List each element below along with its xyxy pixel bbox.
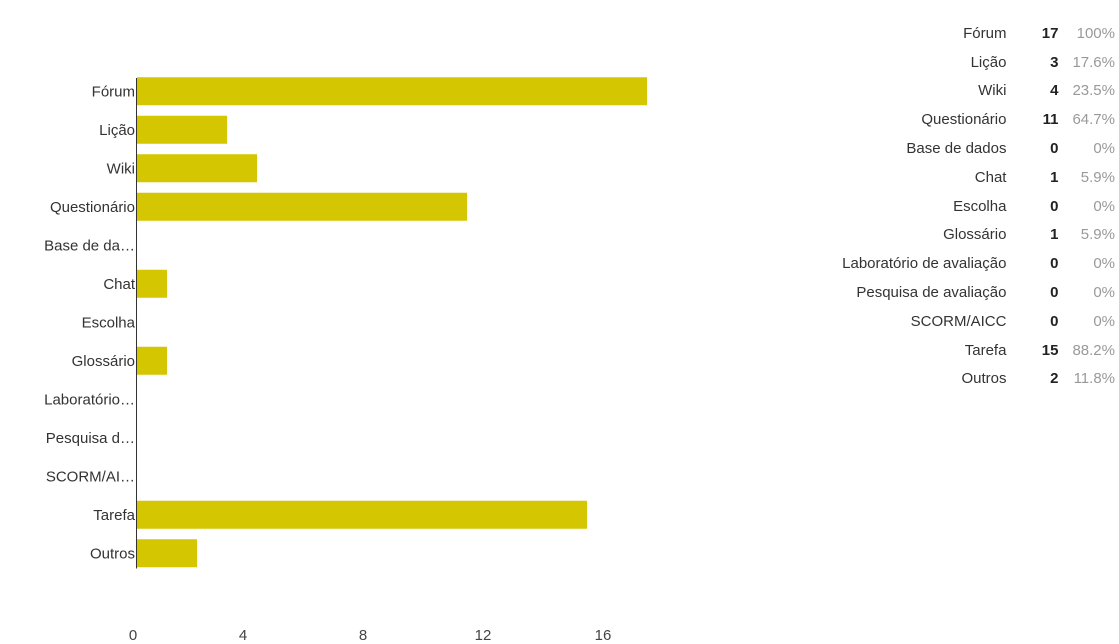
row-count: 11 [1042, 111, 1059, 129]
row-label: Outros [961, 370, 1007, 388]
table-row: Wiki 4 23.5% [842, 77, 1119, 106]
row-label: SCORM/AICC [910, 312, 1007, 330]
category-label: Glossário [72, 353, 135, 370]
row-count: 17 [1041, 24, 1059, 42]
bar [137, 154, 257, 183]
row-count: 2 [1050, 370, 1059, 388]
row-count: 1 [1050, 226, 1059, 244]
row-percent: 0% [1093, 312, 1115, 330]
row-count: 1 [1050, 168, 1059, 186]
row-percent: 5.9% [1080, 168, 1115, 186]
row-count: 0 [1050, 255, 1059, 273]
table-row: Base de dados 0 0% [842, 134, 1119, 163]
category-labels: Fórum Lição Wiki Questionário Base de da… Cha… [44, 83, 136, 562]
category-label: Questionário [50, 199, 135, 216]
x-tick-label: 0 [129, 627, 137, 644]
x-tick-label: 8 [359, 627, 367, 644]
table-row: Tarefa 15 88.2% [842, 336, 1119, 365]
bars-layer [137, 77, 647, 568]
category-label: Escolha [82, 314, 136, 331]
bar [137, 539, 197, 568]
row-percent: 88.2% [1072, 341, 1115, 359]
row-percent: 0% [1093, 140, 1115, 158]
row-percent: 100% [1076, 24, 1115, 42]
category-label: Chat [103, 276, 136, 293]
row-count: 0 [1050, 140, 1059, 158]
bar [137, 192, 467, 221]
category-label: Fórum [92, 83, 135, 100]
table-row: Questionário 11 64.7% [842, 105, 1119, 134]
summary-table: Fórum 17 100% Lição 3 17.6% Wiki 4 23.5% Quest… [842, 19, 1119, 393]
x-tick-label: 4 [239, 627, 247, 644]
bar-chart: Fórum Lição Wiki Questionário Base de da… Cha… [44, 77, 647, 644]
x-tick-label: 12 [475, 627, 492, 644]
row-percent: 5.9% [1080, 226, 1115, 244]
category-label: Laboratório… [44, 391, 135, 408]
category-label: Lição [99, 122, 135, 139]
row-label: Questionário [921, 111, 1007, 129]
category-label: Tarefa [93, 507, 135, 524]
row-label: Base de dados [906, 140, 1007, 158]
table-row: Glossário 1 5.9% [842, 221, 1119, 250]
row-percent: 0% [1093, 284, 1115, 302]
row-label: Lição [970, 53, 1007, 71]
row-label: Tarefa [964, 341, 1007, 359]
bar [137, 269, 167, 298]
bar [137, 115, 227, 144]
row-percent: 0% [1093, 255, 1115, 273]
row-count: 0 [1050, 284, 1059, 302]
row-count: 0 [1050, 197, 1059, 215]
row-percent: 64.7% [1072, 111, 1115, 129]
row-label: Escolha [953, 197, 1007, 215]
row-label: Laboratório de avaliação [842, 255, 1007, 273]
row-count: 15 [1041, 341, 1059, 359]
category-label: Outros [90, 545, 135, 562]
table-row: Escolha 0 0% [842, 192, 1119, 221]
row-label: Glossário [943, 226, 1007, 244]
category-label: Wiki [107, 160, 135, 177]
category-label: Pesquisa d… [46, 430, 135, 447]
table-row: Chat 1 5.9% [842, 163, 1119, 192]
row-count: 0 [1050, 312, 1059, 330]
table-row: Outros 2 11.8% [842, 365, 1119, 394]
row-percent: 0% [1093, 197, 1115, 215]
row-label: Pesquisa de avaliação [856, 284, 1007, 302]
row-label: Wiki [978, 82, 1007, 100]
row-percent: 11.8% [1073, 370, 1115, 388]
category-label: Base de da… [44, 237, 135, 254]
row-label: Chat [974, 168, 1007, 186]
row-percent: 17.6% [1072, 53, 1115, 71]
x-axis-tick-labels: 0 4 8 12 16 [129, 627, 612, 644]
bar [137, 77, 647, 106]
table-row: Lição 3 17.6% [842, 48, 1119, 77]
x-tick-label: 16 [595, 627, 612, 644]
row-count: 4 [1050, 82, 1059, 100]
summary-table-body: Fórum 17 100% Lição 3 17.6% Wiki 4 23.5% Quest… [842, 19, 1119, 393]
row-count: 3 [1050, 53, 1059, 71]
bar [137, 500, 587, 529]
table-row: Pesquisa de avaliação 0 0% [842, 278, 1119, 307]
category-label: SCORM/AI… [46, 468, 135, 485]
table-row: SCORM/AICC 0 0% [842, 307, 1119, 336]
row-label: Fórum [963, 24, 1007, 42]
table-row: Laboratório de avaliação 0 0% [842, 249, 1119, 278]
bar [137, 346, 167, 375]
table-row: Fórum 17 100% [842, 19, 1119, 48]
row-percent: 23.5% [1072, 82, 1115, 100]
